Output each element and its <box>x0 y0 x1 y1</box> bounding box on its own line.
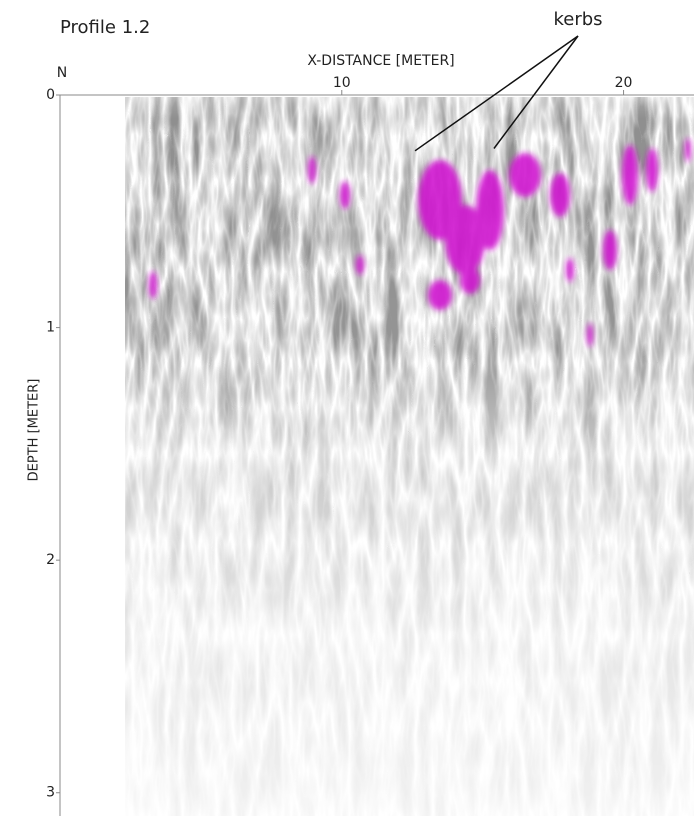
depth-fade <box>125 97 694 816</box>
x-tick-label: 10 <box>333 75 351 91</box>
radargram-image <box>125 97 694 816</box>
direction-label: N <box>57 65 67 81</box>
y-tick-label: 0 <box>46 87 55 103</box>
y-tick-label: 1 <box>46 320 55 336</box>
y-tick-label: 2 <box>46 552 55 568</box>
x-tick-label: 20 <box>615 75 633 91</box>
chart-title: Profile 1.2 <box>60 17 150 38</box>
annotation-pointer <box>414 35 579 152</box>
x-axis-label: X-DISTANCE [METER] <box>307 53 454 69</box>
annotation-pointer <box>493 35 579 149</box>
annotation-text: kerbs <box>553 9 602 30</box>
y-tick-label: 3 <box>46 785 55 801</box>
y-axis-label: DEPTH [METER] <box>27 379 42 482</box>
strong-reflections <box>149 138 691 347</box>
